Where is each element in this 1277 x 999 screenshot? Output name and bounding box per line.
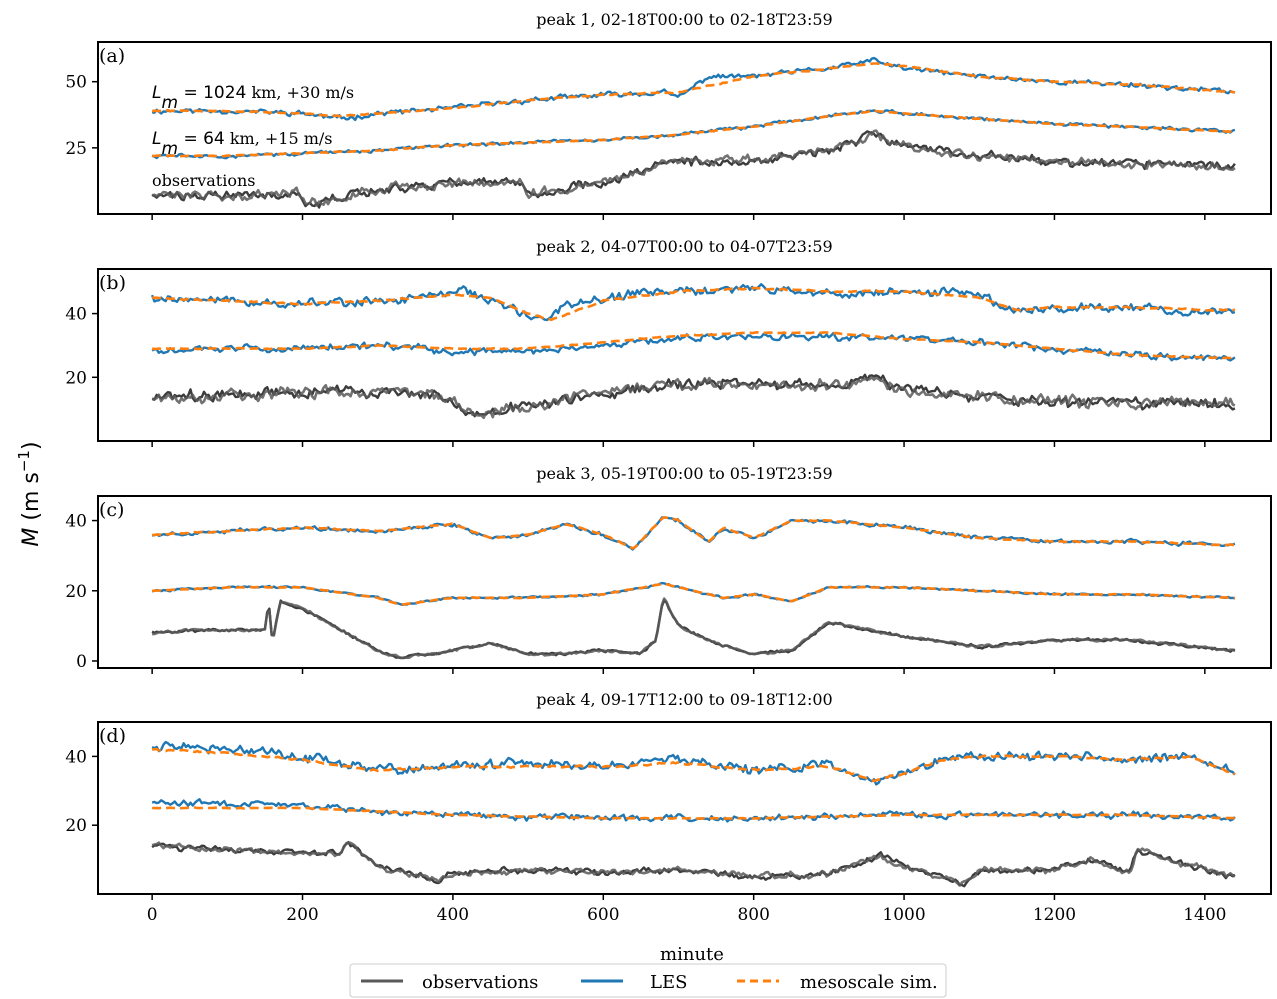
series-obs-line [151, 841, 1236, 887]
panel-title: peak 4, 09-17T12:00 to 09-18T12:00 [536, 690, 832, 709]
panel-a: peak 1, 02-18T00:00 to 02-18T23:59 25 50 (a… [65, 10, 1272, 220]
y-tick-label: 20 [65, 582, 87, 602]
x-tick-label: 1200 [1033, 905, 1076, 925]
series-meso-mid-line [151, 582, 1235, 607]
series-meso-top-line [151, 516, 1235, 550]
series-les-mid-line [151, 331, 1236, 362]
x-tick-label: 0 [147, 905, 158, 925]
y-axis-label: M (m s−1) [15, 441, 44, 546]
y-tick-label: 20 [65, 368, 87, 388]
y-tick-label: 20 [65, 816, 87, 836]
series-meso-top-line [152, 747, 1236, 783]
plot-frame [97, 268, 1272, 442]
series-annotation: observations [152, 171, 255, 190]
panel-title: peak 1, 02-18T00:00 to 02-18T23:59 [536, 10, 832, 29]
panel-b: peak 2, 04-07T00:00 to 04-07T23:59 20 40 (b… [65, 237, 1272, 447]
series-obs-line [151, 376, 1236, 420]
y-tick-label: 40 [65, 512, 87, 532]
plot-frame [97, 41, 1272, 215]
series-annotation: Lm = 64 km, +15 m/s [152, 129, 332, 159]
x-axis-label: minute [660, 944, 724, 965]
series-obs-line [151, 597, 1236, 660]
legend-les-label: LES [650, 972, 687, 993]
series-annotation: Lm = 1024 km, +30 m/s [152, 83, 354, 113]
plot-frame [97, 495, 1272, 669]
series-les-top-line [151, 516, 1236, 551]
series-les-top-line [150, 283, 1236, 322]
panel-label: (b) [99, 272, 126, 294]
panel-label: (d) [99, 725, 126, 747]
legend: observations LES mesoscale sim. [349, 963, 947, 998]
legend-frame [349, 963, 947, 998]
panel-title: peak 2, 04-07T00:00 to 04-07T23:59 [536, 237, 832, 256]
series-les-mid-line [151, 798, 1236, 823]
series-meso-mid-line [151, 330, 1236, 360]
panel-label: (c) [99, 499, 124, 521]
series-les-top-line [151, 740, 1236, 786]
x-tick-label: 200 [286, 905, 318, 925]
legend-mesoscale-label: mesoscale sim. [800, 972, 938, 993]
x-tick-label: 600 [587, 905, 619, 925]
legend-observations-label: observations [422, 972, 538, 993]
y-tick-label: 25 [65, 139, 87, 159]
series-meso-top-line [152, 62, 1236, 118]
panel-title: peak 3, 05-19T00:00 to 05-19T23:59 [536, 464, 832, 483]
y-tick-label: 40 [65, 305, 87, 325]
y-tick-label: 50 [65, 73, 87, 93]
x-tick-label: 1400 [1183, 905, 1226, 925]
series-les-mid-line [151, 108, 1236, 160]
y-tick-label: 0 [76, 652, 87, 672]
series-obs-line [151, 129, 1236, 207]
panel-label: (a) [99, 45, 125, 67]
series-meso-top-line [151, 286, 1236, 322]
series-obs-dark-line [151, 599, 1236, 660]
panel-c: peak 3, 05-19T00:00 to 05-19T23:59 0 20 40 (… [65, 464, 1272, 674]
x-tick-label: 800 [737, 905, 769, 925]
y-tick-label: 40 [65, 747, 87, 767]
x-tick-label: 1000 [882, 905, 925, 925]
x-tick-label: 400 [437, 905, 469, 925]
plot-frame [97, 721, 1272, 895]
